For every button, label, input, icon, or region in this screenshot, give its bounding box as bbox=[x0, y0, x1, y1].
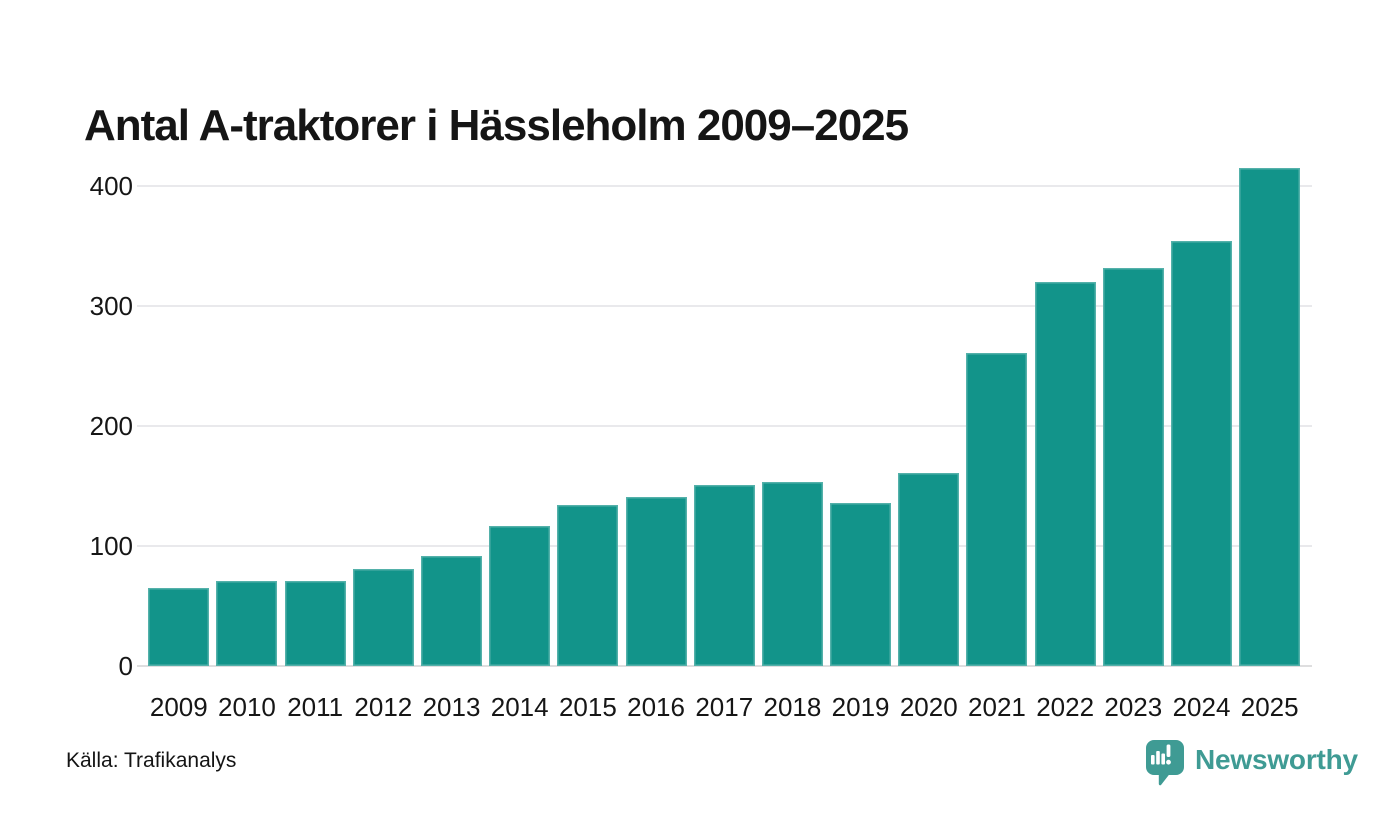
x-tick-label: 2018 bbox=[763, 692, 822, 722]
x-tick-label: 2023 bbox=[1104, 692, 1163, 722]
bar-2018 bbox=[761, 482, 823, 666]
x-tick-label: 2016 bbox=[627, 692, 685, 722]
bar-2022 bbox=[1034, 282, 1096, 666]
bar-2015 bbox=[557, 505, 619, 666]
x-tick-label: 2019 bbox=[831, 692, 890, 722]
x-tick-label: 2022 bbox=[1036, 692, 1095, 722]
bar-2014 bbox=[489, 525, 551, 666]
x-tick-label: 2015 bbox=[558, 692, 617, 722]
y-tick-label: 400 bbox=[89, 171, 133, 201]
gridline bbox=[137, 185, 1312, 187]
bar-2013 bbox=[421, 555, 483, 666]
x-tick-label: 2009 bbox=[149, 692, 208, 722]
x-tick-label: 2012 bbox=[354, 692, 413, 722]
y-tick-label: 0 bbox=[118, 651, 133, 681]
x-axis-line bbox=[137, 665, 1312, 667]
x-tick-label: 2010 bbox=[218, 692, 276, 722]
bar-2023 bbox=[1102, 267, 1164, 666]
bar-2012 bbox=[352, 568, 414, 666]
x-tick-label: 2014 bbox=[490, 692, 549, 722]
bar-2025 bbox=[1239, 168, 1301, 666]
brand-name: Newsworthy bbox=[1195, 744, 1358, 775]
x-tick-label: 2020 bbox=[899, 692, 958, 722]
bar-2017 bbox=[693, 484, 755, 666]
x-tick-label: 2017 bbox=[695, 692, 754, 722]
brand-logo: Newsworthy bbox=[1146, 740, 1358, 792]
y-tick-label: 200 bbox=[89, 411, 133, 441]
gridline bbox=[137, 305, 1312, 307]
newsworthy-pin-barchart-icon bbox=[1146, 740, 1186, 792]
y-tick-label: 300 bbox=[89, 291, 133, 321]
y-tick-label: 100 bbox=[89, 531, 133, 561]
bar-2011 bbox=[284, 580, 346, 666]
bar-2021 bbox=[966, 352, 1028, 666]
x-tick-label: 2025 bbox=[1240, 692, 1299, 722]
bar-2019 bbox=[830, 502, 892, 666]
bar-2010 bbox=[216, 580, 278, 666]
source-note: Källa: Trafikanalys bbox=[66, 749, 237, 772]
bar-2024 bbox=[1171, 241, 1232, 666]
x-tick-label: 2024 bbox=[1172, 692, 1231, 722]
bar-2009 bbox=[148, 588, 210, 666]
x-tick-label: 2021 bbox=[968, 692, 1026, 722]
gridline bbox=[137, 425, 1312, 427]
x-tick-label: 2011 bbox=[287, 692, 344, 722]
chart-title: Antal A-traktorer i Hässleholm 2009–2025 bbox=[84, 101, 909, 151]
x-tick-label: 2013 bbox=[422, 692, 481, 722]
bar-2016 bbox=[625, 496, 687, 666]
bar-2020 bbox=[898, 472, 960, 666]
